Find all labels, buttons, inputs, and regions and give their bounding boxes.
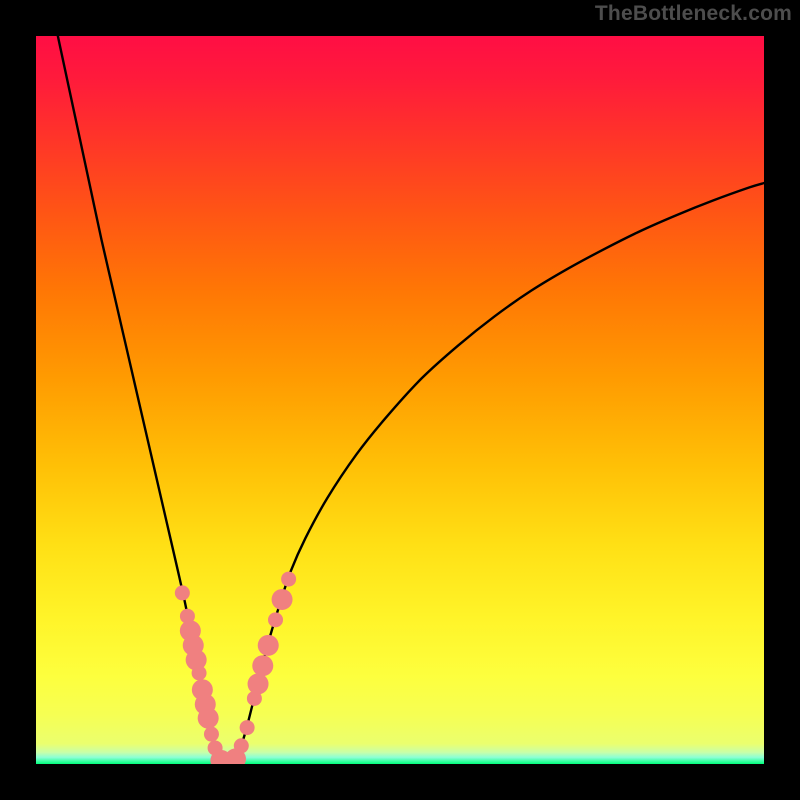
data-marker xyxy=(248,673,269,694)
data-marker xyxy=(268,612,283,627)
v-curve-chart xyxy=(0,0,800,800)
data-marker xyxy=(198,708,219,729)
data-marker xyxy=(234,738,249,753)
watermark-text: TheBottleneck.com xyxy=(595,2,792,26)
data-marker xyxy=(204,727,219,742)
data-marker xyxy=(175,585,190,600)
data-marker xyxy=(192,666,207,681)
data-marker xyxy=(258,635,279,656)
data-marker xyxy=(252,655,273,676)
chart-stage: TheBottleneck.com xyxy=(0,0,800,800)
data-marker xyxy=(272,589,293,610)
data-marker xyxy=(240,720,255,735)
data-marker xyxy=(281,572,296,587)
